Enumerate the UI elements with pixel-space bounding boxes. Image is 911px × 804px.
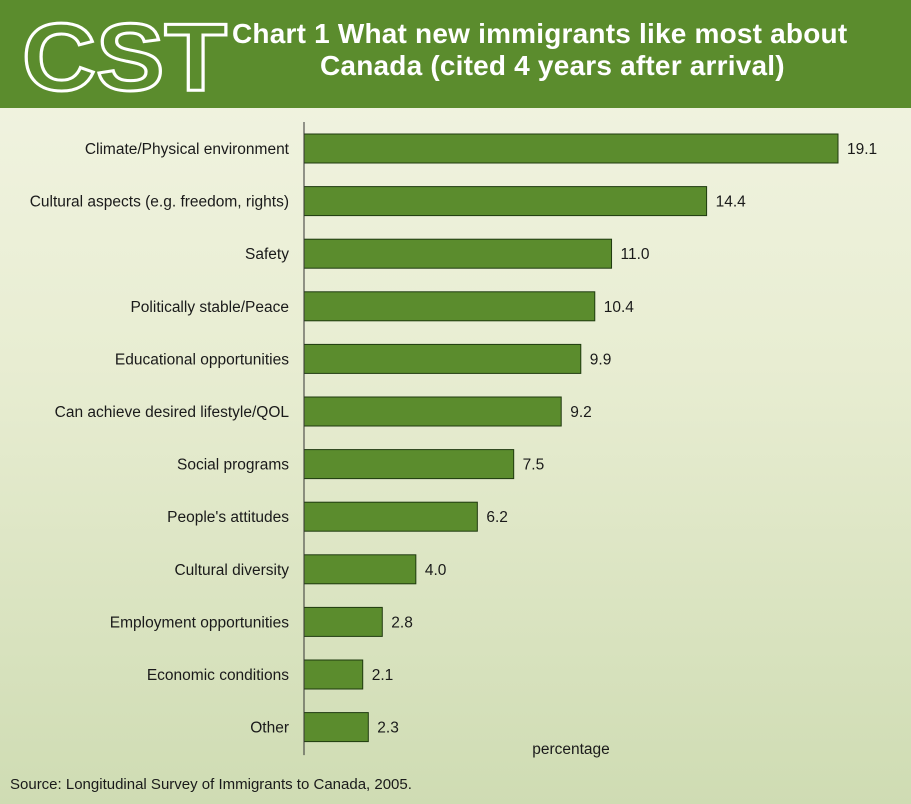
bar bbox=[303, 291, 596, 322]
bar bbox=[303, 396, 562, 427]
chart-title-line-2: Canada (cited 4 years after arrival) bbox=[320, 50, 785, 81]
bar bbox=[303, 133, 839, 164]
value-label: 4.0 bbox=[425, 562, 447, 579]
bar bbox=[303, 449, 515, 480]
category-label: People's attitudes bbox=[167, 509, 289, 526]
header-band: CST Chart 1 What new immigrants like mos… bbox=[0, 0, 911, 108]
value-label: 10.4 bbox=[604, 299, 635, 316]
category-label: Can achieve desired lifestyle/QOL bbox=[55, 404, 290, 421]
bars bbox=[303, 133, 839, 743]
value-label: 19.1 bbox=[847, 141, 877, 158]
value-label: 11.0 bbox=[621, 246, 650, 263]
value-label: 2.1 bbox=[372, 667, 394, 684]
bar bbox=[303, 554, 417, 585]
category-label: Climate/Physical environment bbox=[85, 141, 290, 158]
value-label: 6.2 bbox=[486, 509, 508, 526]
logo-text: CST bbox=[22, 10, 227, 102]
value-label: 14.4 bbox=[716, 194, 747, 211]
bar bbox=[303, 659, 364, 690]
category-label: Other bbox=[250, 720, 289, 737]
category-label: Cultural aspects (e.g. freedom, rights) bbox=[30, 194, 289, 211]
bar bbox=[303, 606, 383, 637]
bar bbox=[303, 343, 582, 374]
value-label: 9.2 bbox=[570, 404, 592, 421]
value-labels: 19.1 14.4 11.0 10.4 9.9 9.2 7.5 6.2 4.0 2.8 2.1 2.3 bbox=[372, 141, 877, 737]
value-label: 9.9 bbox=[590, 351, 612, 368]
category-label: Educational opportunities bbox=[115, 351, 289, 368]
category-label: Cultural diversity bbox=[174, 562, 289, 579]
bar bbox=[303, 712, 369, 743]
bar-chart: Climate/Physical environment Cultural asp… bbox=[30, 122, 877, 758]
bar bbox=[303, 186, 708, 217]
bar bbox=[303, 501, 478, 532]
category-label: Safety bbox=[245, 246, 289, 263]
chart-title-line-1: Chart 1 What new immigrants like most ab… bbox=[232, 18, 848, 49]
category-label: Employment opportunities bbox=[110, 614, 289, 631]
cst-logo: CST bbox=[22, 10, 229, 102]
source-note: Source: Longitudinal Survey of Immigrant… bbox=[10, 776, 412, 793]
category-label: Economic conditions bbox=[147, 667, 289, 684]
bar bbox=[303, 238, 613, 269]
chart-title: Chart 1 What new immigrants like most ab… bbox=[232, 18, 872, 82]
value-label: 7.5 bbox=[523, 457, 545, 474]
value-label: 2.8 bbox=[391, 614, 413, 631]
x-axis-title: percentage bbox=[532, 741, 610, 758]
category-label: Social programs bbox=[177, 457, 289, 474]
category-labels: Climate/Physical environment Cultural asp… bbox=[30, 141, 290, 737]
category-label: Politically stable/Peace bbox=[130, 299, 289, 316]
value-label: 2.3 bbox=[377, 720, 399, 737]
